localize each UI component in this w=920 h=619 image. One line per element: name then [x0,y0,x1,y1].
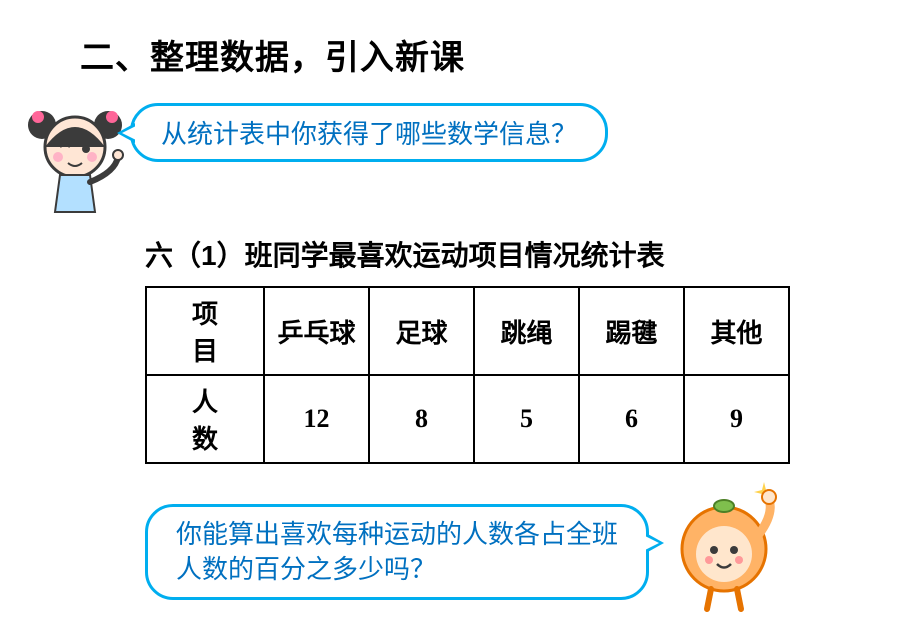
statistics-table: 项 目 乒乓球 足球 跳绳 踢毽 其他 人 数 12 8 5 6 9 [145,286,790,464]
col-header: 足球 [369,287,474,375]
cell-value: 6 [579,375,684,463]
table-data-row: 人 数 12 8 5 6 9 [146,375,789,463]
girl-icon [20,97,130,222]
section-heading: 二、整理数据，引入新课 [80,30,870,79]
row-label: 人 数 [146,375,264,463]
question-row-1: 从统计表中你获得了哪些数学信息？ [50,97,870,222]
speech-bubble-2: 你能算出喜欢每种运动的人数各占全班 人数的百分之多少吗？ [145,504,649,600]
orange-icon [669,474,789,619]
bubble2-line2: 人数的百分之多少吗？ [176,555,436,584]
cell-value: 8 [369,375,474,463]
col-header: 踢毽 [579,287,684,375]
col-header: 跳绳 [474,287,579,375]
bubble2-line1: 你能算出喜欢每种运动的人数各占全班 [176,520,618,549]
slide-container: 二、整理数据，引入新课 [0,0,920,518]
bubble1-text: 从统计表中你获得了哪些数学信息？ [161,120,577,149]
header-label: 项 目 [146,287,264,375]
col-header: 其他 [684,287,789,375]
speech-bubble-1: 从统计表中你获得了哪些数学信息？ [130,103,608,162]
table-title: 六（1）班同学最喜欢运动项目情况统计表 [145,234,870,274]
cell-value: 5 [474,375,579,463]
table-header-row: 项 目 乒乓球 足球 跳绳 踢毽 其他 [146,287,789,375]
question-row-2: 你能算出喜欢每种运动的人数各占全班 人数的百分之多少吗？ [50,504,870,619]
cell-value: 9 [684,375,789,463]
